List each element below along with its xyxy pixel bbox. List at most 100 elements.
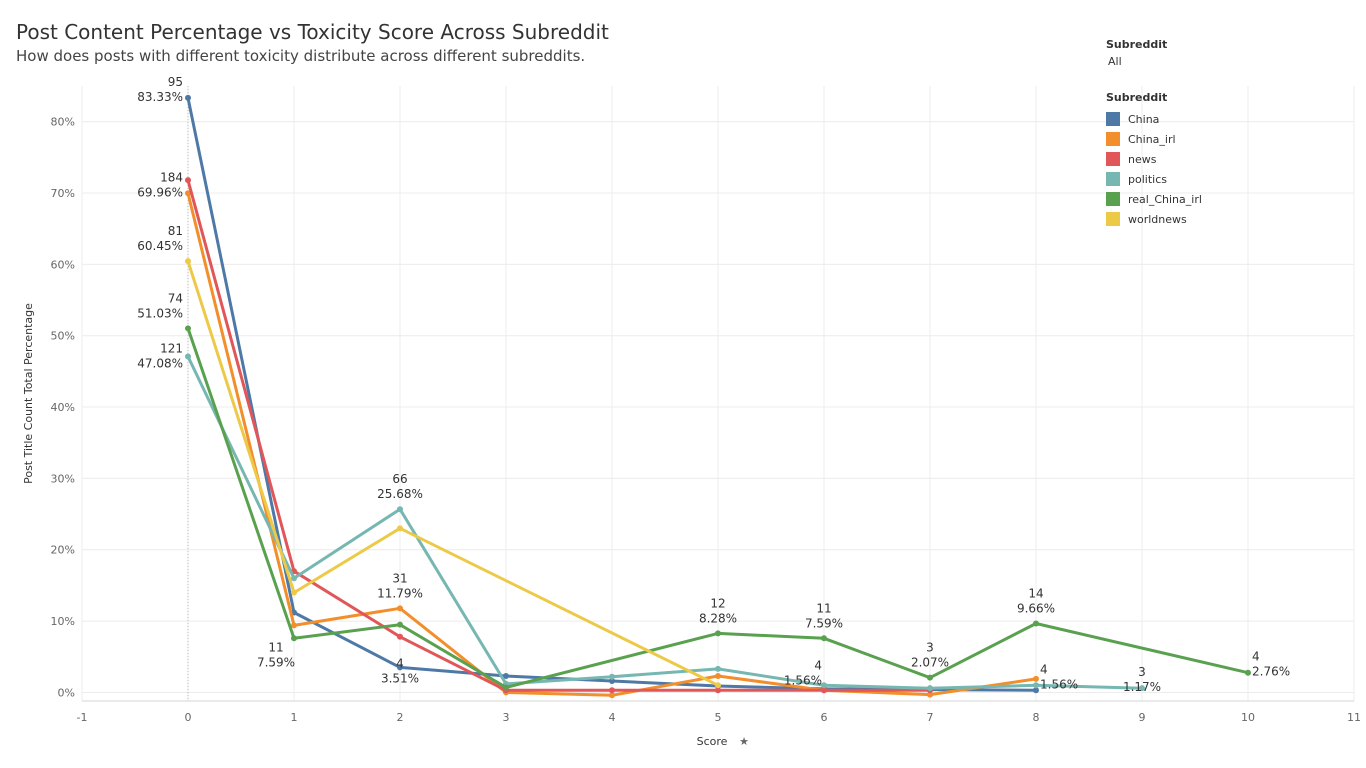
data-point-politics <box>609 673 615 680</box>
data-point-real-china-irl <box>821 635 827 642</box>
data-label-count: 74 <box>168 291 183 305</box>
data-point-china-irl <box>397 605 403 612</box>
legend-swatch <box>1106 132 1120 146</box>
pin-icon: ★ <box>739 735 749 748</box>
y-tick-label: 0% <box>58 686 75 699</box>
data-point-news <box>185 177 191 184</box>
data-label-percent: 60.45% <box>137 239 183 253</box>
x-tick-label: 1 <box>291 711 298 724</box>
data-label-percent: 9.66% <box>1017 602 1055 616</box>
data-point-real-china-irl <box>1245 669 1251 676</box>
legend-item-real-china-irl[interactable]: real_China_irl <box>1106 189 1202 209</box>
data-label-percent: 69.96% <box>137 185 183 199</box>
chart-subtitle: How does posts with different toxicity d… <box>16 47 586 65</box>
legend-item-worldnews[interactable]: worldnews <box>1106 209 1202 229</box>
chart-title: Post Content Percentage vs Toxicity Scor… <box>16 20 609 44</box>
x-tick-label: 9 <box>1139 711 1146 724</box>
subreddit-filter[interactable]: Subreddit All <box>1106 38 1167 68</box>
data-point-worldnews <box>185 258 191 265</box>
legend-swatch <box>1106 112 1120 126</box>
y-tick-label: 80% <box>51 116 75 129</box>
data-point-politics <box>1033 682 1039 689</box>
legend-item-china[interactable]: China <box>1106 109 1202 129</box>
data-point-real-china-irl <box>1033 620 1039 627</box>
data-point-china <box>185 94 191 101</box>
data-point-real-china-irl <box>715 630 721 637</box>
y-tick-label: 40% <box>51 401 75 414</box>
data-point-china <box>503 673 509 680</box>
y-tick-label: 50% <box>51 330 75 343</box>
x-tick-label: 3 <box>503 711 510 724</box>
data-point-china-irl <box>715 673 721 680</box>
legend-label: worldnews <box>1128 212 1187 226</box>
data-point-china-irl <box>291 622 297 629</box>
data-point-news <box>715 687 721 694</box>
data-point-politics <box>1139 685 1145 692</box>
x-tick-label: 0 <box>185 711 192 724</box>
legend-label: real_China_irl <box>1128 192 1202 206</box>
data-point-real-china-irl <box>503 684 509 691</box>
data-label-percent: 47.08% <box>137 357 183 371</box>
series-line-worldnews <box>186 259 720 687</box>
x-tick-label: 4 <box>609 711 616 724</box>
y-tick-label: 60% <box>51 258 75 271</box>
data-point-real-china-irl <box>291 635 297 642</box>
data-label-percent: 1.56% <box>784 673 822 687</box>
data-label-count: 95 <box>168 75 183 89</box>
data-point-news <box>397 633 403 640</box>
data-label-percent: 8.28% <box>699 611 737 625</box>
data-point-real-china-irl <box>397 621 403 628</box>
data-label-percent: 2.07% <box>911 656 949 670</box>
data-point-politics <box>821 682 827 689</box>
data-label-count: 184 <box>160 170 183 184</box>
data-label-count: 3 <box>1138 665 1146 679</box>
legend-label: China <box>1128 112 1160 126</box>
data-point-politics <box>397 506 403 513</box>
data-label-percent: 51.03% <box>137 306 183 320</box>
x-tick-label: 6 <box>821 711 828 724</box>
legend-swatch <box>1106 192 1120 206</box>
x-axis-title: Score <box>697 735 728 748</box>
data-label-count: 3 <box>926 641 934 655</box>
data-point-china-irl <box>185 190 191 197</box>
legend-item-news[interactable]: news <box>1106 149 1202 169</box>
data-label-percent: 3.51% <box>381 671 419 685</box>
legend-swatch <box>1106 212 1120 226</box>
data-point-news <box>609 687 615 694</box>
legend-label: news <box>1128 152 1157 166</box>
data-label-percent: 7.59% <box>257 655 295 669</box>
data-point-worldnews <box>291 589 297 596</box>
legend-item-politics[interactable]: politics <box>1106 169 1202 189</box>
data-point-worldnews <box>715 682 721 689</box>
y-axis-title: Post Title Count Total Percentage <box>22 303 35 484</box>
data-label-percent: 2.76% <box>1252 665 1290 679</box>
data-point-china-irl <box>927 691 933 698</box>
data-label-percent: 83.33% <box>137 90 183 104</box>
data-point-real-china-irl <box>927 674 933 681</box>
data-label-count: 14 <box>1028 587 1043 601</box>
data-point-china <box>397 664 403 671</box>
x-tick-label: 5 <box>715 711 722 724</box>
data-label-percent: 7.59% <box>805 616 843 630</box>
data-point-politics <box>291 575 297 582</box>
data-point-china-irl <box>1033 675 1039 682</box>
legend-swatch <box>1106 152 1120 166</box>
data-point-politics <box>927 685 933 692</box>
data-label-count: 4 <box>1040 662 1048 676</box>
data-point-politics <box>185 353 191 360</box>
filter-value-all[interactable]: All <box>1108 55 1122 68</box>
data-label-percent: 1.17% <box>1123 680 1161 694</box>
x-tick-label: -1 <box>77 711 88 724</box>
filter-label: Subreddit <box>1106 38 1168 51</box>
data-point-worldnews <box>397 525 403 532</box>
data-label-count: 4 <box>814 658 822 672</box>
legend-item-china-irl[interactable]: China_irl <box>1106 129 1202 149</box>
data-label-count: 4 <box>1252 650 1260 664</box>
data-point-politics <box>715 665 721 672</box>
data-label-count: 121 <box>160 342 183 356</box>
data-point-real-china-irl <box>185 325 191 332</box>
y-tick-label: 30% <box>51 472 75 485</box>
x-tick-label: 7 <box>927 711 934 724</box>
